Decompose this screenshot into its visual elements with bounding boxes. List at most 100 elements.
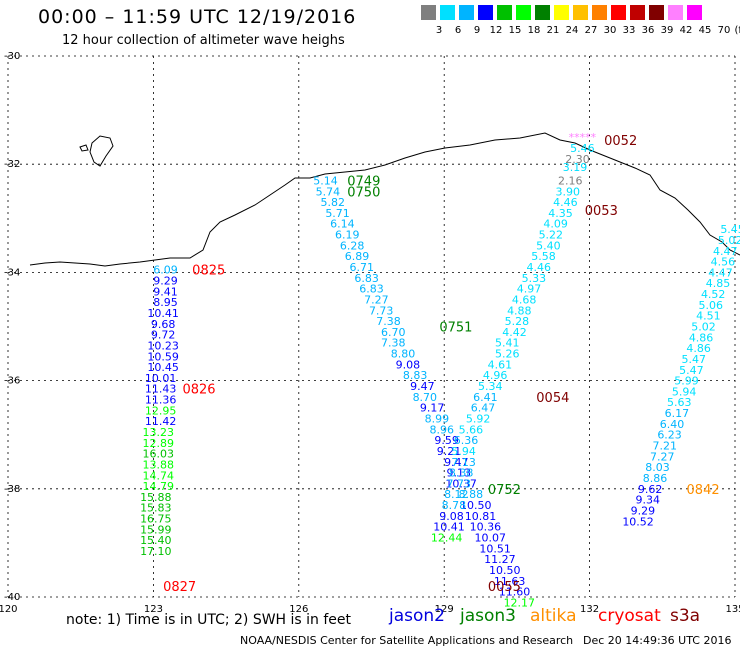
scale-label: 18 [527, 25, 541, 36]
wave-height-value: 9.13 [446, 467, 471, 480]
scale-label: 6 [454, 25, 462, 36]
credit-line: NOAA/NESDIS Center for Satellite Applica… [240, 634, 574, 647]
track-0749: 5.145.745.825.716.146.196.286.896.716.83… [313, 174, 535, 609]
wave-height-value: 9.08 [439, 510, 464, 523]
wave-height-value: 8.38 [449, 467, 474, 480]
satellite-jason2: jason2 [389, 606, 445, 626]
wave-height-value: 9.21 [437, 445, 462, 458]
scale-label: 24 [565, 25, 579, 36]
wave-height-value: 9.72 [151, 329, 176, 342]
wave-height-value: 4.86 [689, 331, 714, 344]
wave-height-value: 7.27 [650, 450, 675, 463]
wave-height-value: 12.89 [142, 437, 174, 450]
wave-height-value: 10.51 [479, 542, 511, 555]
wave-height-value: 4.97 [517, 283, 542, 296]
scale-swatch [478, 5, 493, 20]
pass-time-label: 0750 [347, 185, 380, 200]
data-points: 6.099.299.418.9510.419.689.7210.2310.591… [140, 131, 740, 609]
scale-label: 45 [698, 25, 712, 36]
wave-height-value: 5.26 [495, 348, 520, 361]
wave-height-value: 5.41 [495, 337, 520, 350]
wave-height-value: 5.71 [325, 207, 350, 220]
scale-swatch [687, 5, 702, 20]
lon-tick-label: 126 [289, 604, 308, 615]
wave-height-value: 5.06 [699, 299, 724, 312]
wave-height-value: 5.22 [539, 229, 564, 242]
wave-height-value: 10.52 [622, 515, 654, 528]
wave-height-value: 5.82 [320, 196, 345, 209]
scale-label: 27 [584, 25, 598, 36]
wave-height-value: 4.86 [686, 342, 711, 355]
wave-height-value: 5.14 [313, 174, 338, 187]
wave-height-value: 8.95 [153, 296, 178, 309]
wave-height-value: 6.28 [340, 239, 365, 252]
track-0825: 6.099.299.418.9510.419.689.7210.2310.591… [140, 264, 179, 558]
wave-height-value: 15.99 [140, 523, 172, 536]
wave-height-value: 4.47 [713, 245, 738, 258]
wave-height-value: 12.44 [431, 531, 463, 544]
wave-height-value: 12.17 [504, 596, 536, 609]
wave-height-value: 5.34 [478, 380, 503, 393]
wave-height-value: 10.59 [147, 350, 179, 363]
lon-tick-label: 120 [0, 604, 18, 615]
scale-label: 36 [641, 25, 655, 36]
scale-swatch [516, 5, 531, 20]
wave-height-value: 5.46 [570, 142, 595, 155]
footer-note: note: 1) Time is in UTC; 2) SWH is in fe… [66, 612, 352, 628]
wave-height-value: ***** [569, 131, 597, 144]
wave-height-value: 10.36 [470, 521, 502, 534]
scale-swatch [497, 5, 512, 20]
wave-height-value: 11.63 [494, 575, 526, 588]
wave-height-value: 5.47 [679, 364, 704, 377]
wave-height-value: 4.42 [502, 326, 527, 339]
wave-height-value: 5.47 [682, 353, 707, 366]
scale-swatch [630, 5, 645, 20]
pass-time-label: 0055 [488, 580, 521, 595]
wave-height-value: 4.47 [708, 266, 733, 279]
wave-height-value: 14.79 [142, 480, 174, 493]
satellite-s3a: s3a [670, 606, 701, 626]
scale-swatch [611, 5, 626, 20]
wave-height-value: 6.40 [660, 418, 685, 431]
wave-height-value: 3.90 [556, 185, 581, 198]
wave-height-value: 9.47 [444, 456, 469, 469]
wave-height-value: 7.38 [376, 315, 401, 328]
lat-tick-label: -36 [4, 376, 20, 387]
track-0842: 5.455.024.474.564.474.854.525.064.515.02… [622, 223, 740, 528]
wave-height-value: 6.83 [359, 283, 384, 296]
lat-tick-label: -34 [4, 267, 20, 278]
wave-height-value: 8.99 [425, 412, 450, 425]
track-0052: *****5.462.303.192.163.904.464.354.095.2… [431, 131, 597, 544]
wave-height-value: 6.41 [473, 391, 498, 404]
scale-unit: (ft) [734, 25, 740, 36]
pass-time-label: 0053 [585, 204, 618, 219]
lon-tick-label: 129 [435, 604, 454, 615]
wave-height-value: 8.83 [403, 369, 428, 382]
pass-time-label: 0826 [182, 383, 215, 398]
axis-ticks: 120 123 126 129 132 135 -30 -32 -34 -36 -38 -40 [0, 51, 740, 615]
wave-height-value: 8.88 [459, 488, 484, 501]
wave-height-value: 4.68 [512, 293, 537, 306]
scale-swatch [535, 5, 550, 20]
wave-height-value: 5.66 [459, 423, 484, 436]
wave-height-value: 6.09 [153, 264, 178, 277]
wave-height-value: 7.27 [364, 293, 389, 306]
lon-tick-label: 135 [725, 604, 740, 615]
wave-height-value: 6.70 [381, 326, 406, 339]
scale-swatch [554, 5, 569, 20]
scale-label: 39 [660, 25, 674, 36]
lon-tick-label: 132 [580, 604, 599, 615]
scale-swatch [649, 5, 664, 20]
wave-height-value: 13.23 [142, 426, 174, 439]
wave-height-value: 5.02 [691, 321, 716, 334]
wave-height-value: 5.02 [718, 234, 740, 247]
wave-height-value: 5.63 [667, 396, 692, 409]
wave-height-value: 17.10 [140, 545, 172, 558]
scale-swatch [592, 5, 607, 20]
pass-time-label: 0749 [347, 174, 380, 189]
scale-label: 42 [679, 25, 693, 36]
wave-height-value: 5.94 [451, 445, 476, 458]
